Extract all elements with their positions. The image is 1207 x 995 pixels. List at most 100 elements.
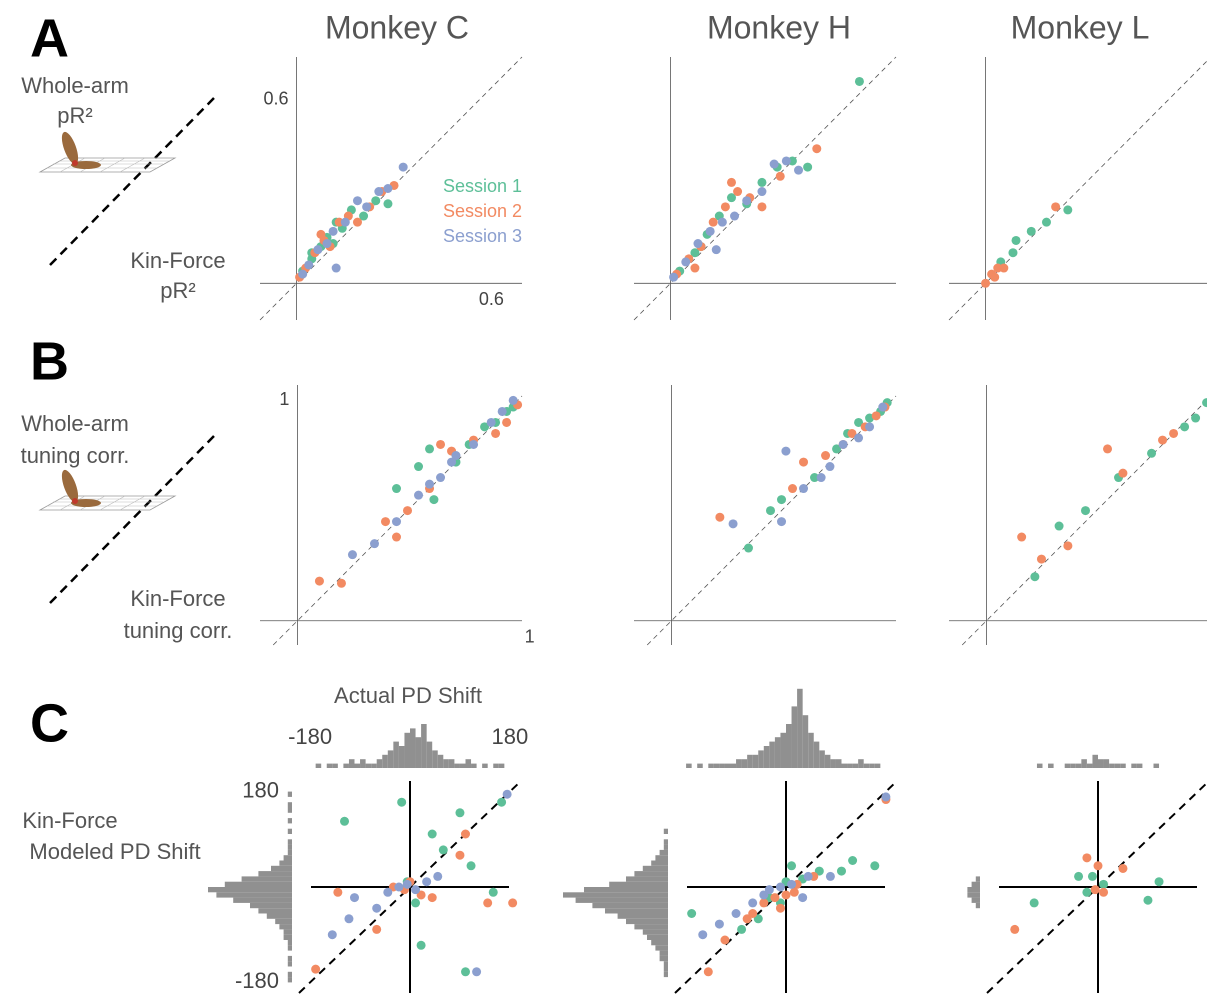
hist-bar	[736, 759, 742, 768]
point	[436, 439, 446, 449]
point	[362, 202, 372, 212]
point	[788, 484, 798, 494]
hist-bar	[1086, 763, 1093, 768]
point	[705, 226, 715, 236]
point	[781, 446, 791, 456]
point	[703, 967, 713, 977]
point	[333, 887, 343, 897]
hist-bar	[763, 746, 770, 768]
point	[865, 422, 875, 432]
point	[344, 914, 354, 924]
point	[414, 462, 424, 472]
hist-bar	[713, 763, 720, 768]
point	[781, 890, 791, 900]
point	[748, 898, 758, 908]
hist-bar	[874, 763, 881, 768]
hist-bar	[287, 791, 292, 797]
hist-bar	[747, 754, 753, 768]
point	[483, 898, 493, 908]
identity-line	[986, 781, 1207, 994]
point	[322, 239, 332, 249]
hist-bar	[332, 763, 338, 768]
identity-line	[948, 60, 1207, 321]
point	[1103, 444, 1113, 454]
hist-bar	[797, 688, 803, 768]
point	[1063, 541, 1073, 551]
point	[803, 871, 813, 881]
point	[681, 257, 691, 267]
point	[821, 451, 831, 461]
hist-bar	[443, 759, 449, 768]
point	[1008, 248, 1018, 258]
point	[798, 893, 808, 903]
point	[392, 517, 402, 527]
point	[497, 406, 507, 416]
identity-line	[259, 56, 523, 321]
point	[757, 202, 767, 212]
hist-bar	[426, 741, 433, 768]
hist-bar	[1103, 759, 1110, 768]
hist-bar	[634, 924, 668, 930]
hist-bar	[563, 892, 668, 898]
hist-bar	[250, 902, 292, 909]
hist-bar	[376, 759, 383, 768]
point	[374, 187, 384, 197]
hist-bar	[1036, 763, 1043, 768]
hist-bar	[697, 763, 703, 768]
hist-bar	[454, 763, 460, 768]
point	[447, 457, 457, 467]
point	[1054, 521, 1064, 531]
hist-bar	[1153, 763, 1160, 768]
point	[803, 162, 813, 172]
point	[726, 193, 736, 203]
hist-bar	[1081, 759, 1087, 768]
hist-bar	[659, 849, 668, 856]
hist-bar	[287, 802, 292, 808]
y-label: Modeled PD Shift	[29, 839, 200, 864]
point	[340, 217, 350, 227]
point	[837, 866, 846, 876]
point	[298, 269, 308, 279]
point	[1090, 885, 1100, 895]
point	[769, 159, 779, 169]
hist-bar	[647, 934, 668, 940]
point	[327, 930, 337, 940]
hist-bar	[287, 807, 292, 813]
point	[854, 76, 864, 86]
arm-icon	[38, 434, 216, 604]
hist-bar	[758, 750, 764, 768]
point	[1180, 422, 1190, 432]
x-tick-label: 1	[525, 627, 535, 647]
hist-bar	[404, 732, 410, 768]
column-title: Monkey C	[325, 9, 469, 45]
point	[728, 519, 738, 529]
point	[799, 484, 809, 494]
identity-line	[674, 780, 898, 994]
point	[777, 517, 787, 527]
point	[331, 263, 341, 273]
point	[433, 871, 443, 881]
point	[881, 792, 891, 802]
point	[1026, 226, 1036, 236]
hist-bar	[371, 763, 377, 768]
hist-bar	[1070, 763, 1076, 768]
hist-bar	[1120, 763, 1126, 768]
hist-bar	[360, 759, 366, 768]
hist-bar	[279, 860, 292, 866]
point	[397, 797, 407, 807]
hist-bar	[975, 902, 980, 909]
x-tick-label: 180	[492, 724, 529, 749]
hist-bar	[786, 724, 792, 768]
hist-bar	[863, 763, 870, 768]
hist-bar	[642, 929, 668, 935]
point	[714, 919, 724, 929]
point	[711, 245, 721, 255]
point	[392, 484, 402, 494]
point	[731, 909, 741, 918]
point	[469, 439, 479, 449]
hist-bar	[459, 763, 466, 768]
hist-bar	[348, 759, 355, 768]
hist-bar	[287, 940, 292, 946]
point	[787, 861, 797, 871]
point	[416, 940, 426, 950]
